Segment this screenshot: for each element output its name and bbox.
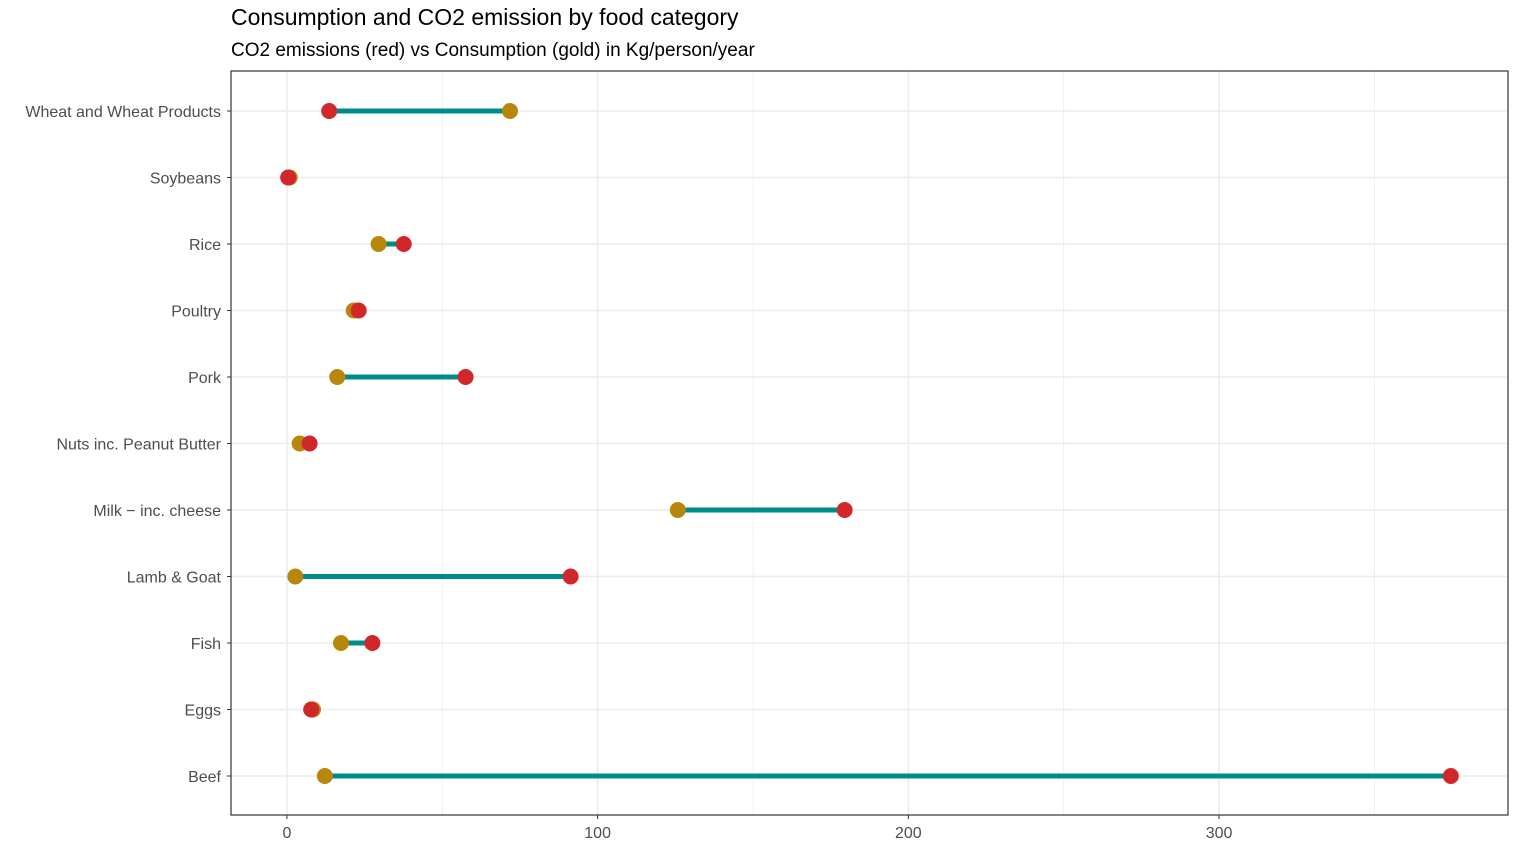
co2-point	[280, 169, 297, 186]
x-tick-label: 0	[282, 825, 291, 842]
consumption-point	[329, 369, 346, 385]
co2-point	[836, 502, 853, 518]
point-layer	[280, 103, 1459, 784]
co2-point	[350, 302, 367, 319]
chart-subtitle: CO2 emissions (red) vs Consumption (gold…	[231, 40, 755, 61]
consumption-point	[669, 502, 686, 518]
grid-layer	[231, 71, 1508, 815]
co2-point	[303, 701, 320, 718]
y-tick-label: Milk − inc. cheese	[93, 503, 221, 520]
y-tick-label: Soybeans	[150, 171, 221, 188]
y-tick-label: Pork	[188, 370, 222, 387]
y-tick-label: Beef	[188, 769, 221, 786]
y-tick-label: Nuts inc. Peanut Butter	[56, 437, 221, 454]
co2-point	[457, 369, 474, 385]
y-tick-label: Rice	[189, 237, 221, 254]
consumption-point	[332, 635, 349, 651]
y-tick-label: Eggs	[185, 703, 221, 720]
consumption-point	[502, 103, 519, 119]
y-tick-label: Lamb & Goat	[127, 570, 222, 587]
y-tick-label: Wheat and Wheat Products	[25, 104, 221, 121]
y-tick-label: Poultry	[171, 304, 221, 321]
x-tick-label: 300	[1206, 825, 1233, 842]
co2-point	[321, 103, 338, 119]
axis-layer: Wheat and Wheat Products Soybeans Rice Poul…	[25, 104, 1232, 842]
co2-point	[1442, 768, 1459, 784]
x-tick-label: 200	[895, 825, 922, 842]
co2-point	[301, 435, 318, 452]
x-tick-label: 100	[584, 825, 611, 842]
co2-point	[395, 236, 412, 252]
consumption-point	[370, 236, 387, 252]
co2-point	[562, 568, 579, 585]
consumption-point	[287, 568, 304, 585]
chart-title: Consumption and CO2 emission by food cat…	[231, 4, 739, 30]
y-tick-label: Fish	[191, 636, 221, 653]
co2-point	[364, 635, 381, 651]
consumption-point	[316, 768, 333, 784]
